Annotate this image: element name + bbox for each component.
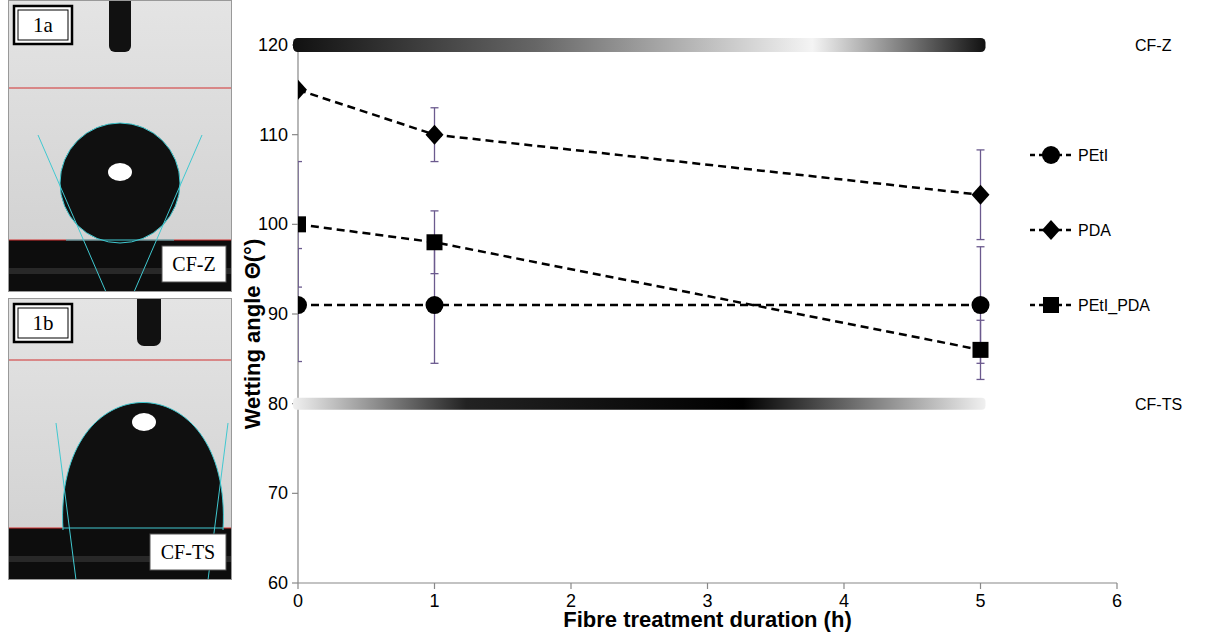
error-cap: [431, 273, 439, 274]
needle: [109, 0, 131, 52]
substrate: [8, 528, 232, 580]
x-tick: [843, 583, 844, 589]
error-cap: [977, 320, 985, 321]
photo-frame: [9, 1, 232, 292]
legend-label: PEtI_PDA: [1078, 297, 1150, 315]
error-cap: [431, 107, 439, 108]
label-box-inner: [18, 10, 68, 40]
x-tick-label: 0: [293, 591, 303, 611]
label-box: [14, 6, 72, 44]
label-box: [14, 304, 72, 342]
caption-box: [150, 534, 226, 570]
y-tick: [292, 313, 298, 314]
needle: [137, 298, 161, 346]
y-tick: [292, 493, 298, 494]
highlight: [108, 163, 132, 181]
fit-curve: [63, 403, 224, 531]
baseline: [63, 528, 223, 529]
tangent: [38, 135, 106, 292]
y-tick: [292, 134, 298, 135]
photo: 1b CF-TS: [8, 288, 232, 580]
plot-area: [298, 80, 990, 380]
error-cap: [977, 246, 985, 247]
highlight: [132, 413, 156, 431]
x-tick: [1116, 583, 1117, 589]
data-point: [973, 342, 989, 358]
y-tick-label: 110: [259, 125, 288, 145]
data-point: [298, 296, 307, 314]
legend-label: PEtI: [1078, 147, 1108, 164]
legend-marker: [1042, 146, 1060, 164]
reference-label: CF-Z: [1135, 37, 1172, 54]
red-line: [8, 87, 232, 88]
error-cap: [298, 361, 302, 362]
photo-content: [8, 298, 232, 580]
droplet: [63, 403, 224, 531]
error-cap: [977, 239, 985, 240]
red-line: [8, 239, 232, 240]
photo-caption: CF-Z: [172, 253, 215, 275]
photo: 1a CF-Z: [8, 0, 232, 292]
error-cap: [977, 379, 985, 380]
x-tick: [297, 583, 298, 589]
panel-label: 1b: [33, 311, 54, 335]
data-point: [426, 125, 444, 145]
y-tick-label: 100: [258, 214, 288, 234]
data-point: [298, 80, 307, 100]
x-tick-label: 5: [975, 591, 985, 611]
series-line: [298, 90, 981, 195]
photo-background: [8, 298, 232, 580]
y-tick-label: 120: [258, 35, 288, 55]
red-line: [8, 527, 232, 528]
data-point: [298, 216, 306, 232]
y-tick-label: 90: [268, 304, 288, 324]
label-box-inner: [18, 308, 68, 338]
photo-caption: CF-TS: [161, 541, 215, 563]
series-line: [298, 224, 981, 350]
photo-frame: [9, 299, 232, 580]
y-tick-label: 80: [268, 394, 288, 414]
legend-label: PDA: [1078, 222, 1111, 239]
panel-label: 1a: [33, 13, 54, 37]
x-tick: [434, 583, 435, 589]
data-point: [426, 296, 444, 314]
caption-box: [162, 246, 226, 282]
reference-label: CF-TS: [1135, 396, 1182, 413]
reference-band: [293, 398, 986, 410]
legend-marker: [1043, 297, 1059, 313]
fit-circle: [60, 123, 180, 243]
y-axis-title: Wetting angle Θ(°): [240, 239, 265, 430]
photo-content: [8, 0, 232, 292]
error-cap: [298, 161, 302, 162]
x-axis-title: Fibre treatment duration (h): [563, 607, 851, 632]
error-cap: [298, 286, 302, 287]
reference-band: [293, 38, 986, 52]
y-tick-label: 70: [268, 483, 288, 503]
y-tick: [292, 224, 298, 225]
error-cap: [977, 149, 985, 150]
x-tick: [980, 583, 981, 589]
x-tick-label: 1: [429, 591, 439, 611]
legend: PEtI PDA PEtI_PDA: [1030, 146, 1150, 315]
error-cap: [431, 161, 439, 162]
series-line: [298, 304, 981, 307]
red-line: [8, 359, 232, 360]
x-tick: [570, 583, 571, 589]
tangent: [56, 423, 76, 580]
x-tick-label: 6: [1112, 591, 1122, 611]
substrate: [8, 240, 232, 292]
error-cap: [431, 210, 439, 211]
error-cap: [431, 363, 439, 364]
x-tick: [707, 583, 708, 589]
data-point: [972, 296, 990, 314]
y-tick: [292, 582, 298, 583]
droplet: [60, 123, 180, 243]
legend-marker: [1042, 220, 1060, 240]
baseline: [66, 240, 174, 241]
chart: 607080901001101200123456Fibre treatment …: [240, 35, 1183, 632]
data-point: [972, 185, 990, 205]
figure: 1aCF-Z1bCF-TS607080901001101200123456Fib…: [0, 0, 1210, 634]
y-tick-label: 60: [268, 573, 288, 593]
data-point: [427, 234, 443, 250]
